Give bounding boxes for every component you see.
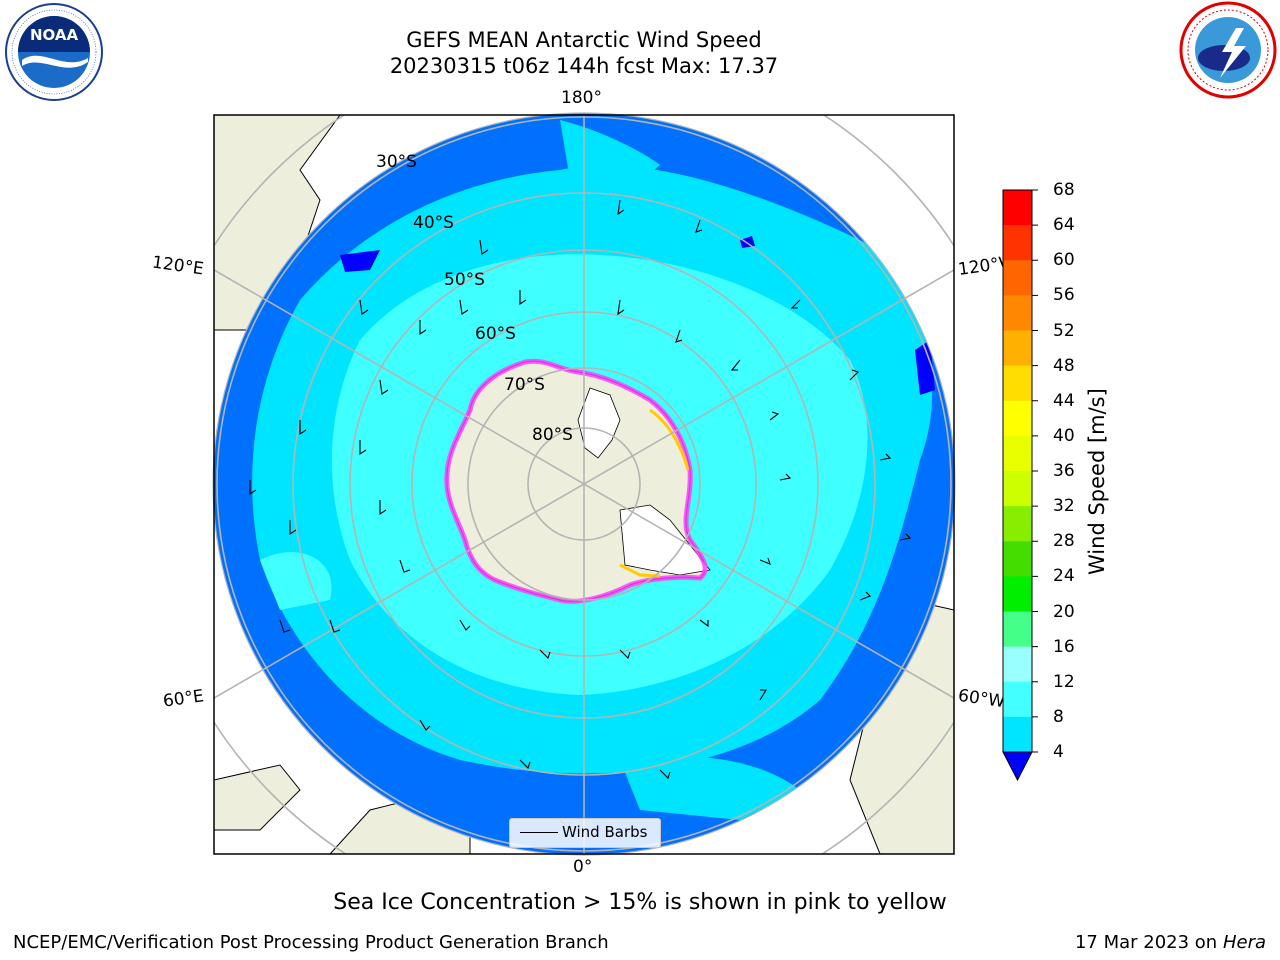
colorbar-tick-label: 60 bbox=[1053, 250, 1075, 271]
footer-date-text: 17 Mar 2023 on bbox=[1074, 932, 1218, 953]
colorbar-tick-label: 40 bbox=[1053, 425, 1075, 446]
colorbar-tick-label: 56 bbox=[1053, 285, 1075, 306]
colorbar-tick-label: 48 bbox=[1053, 355, 1075, 376]
colorbar-tick-label: 12 bbox=[1053, 671, 1075, 692]
map-legend: Wind Barbs bbox=[509, 818, 661, 848]
colorbar-tick-label: 4 bbox=[1053, 742, 1064, 762]
footer-date: 17 Mar 2023 on Hera bbox=[1075, 932, 1266, 953]
wind-barb-legend-line bbox=[520, 832, 558, 833]
lon-label-0: 0° bbox=[573, 857, 593, 877]
wind-barb-legend-label: Wind Barbs bbox=[562, 823, 648, 841]
lat-label-50s: 50°S bbox=[444, 270, 485, 290]
chart-title: GEFS MEAN Antarctic Wind Speed bbox=[406, 28, 762, 52]
colorbar-tick-label: 68 bbox=[1053, 180, 1075, 200]
wind-barbs bbox=[249, 199, 912, 830]
colorbar-tick-label: 8 bbox=[1053, 706, 1064, 727]
footer-machine: Hera bbox=[1222, 932, 1266, 953]
colorbar-tick-label: 16 bbox=[1053, 636, 1075, 657]
colorbar-label: Wind Speed [m/s] bbox=[1085, 388, 1109, 575]
colorbar-tick-label: 20 bbox=[1053, 601, 1075, 622]
colorbar-tick-label: 64 bbox=[1053, 215, 1075, 236]
lat-label-70s: 70°S bbox=[504, 375, 545, 395]
sea-ice-edge bbox=[444, 358, 708, 604]
lat-label-60s: 60°S bbox=[475, 324, 516, 344]
footer-branch: NCEP/EMC/Verification Post Processing Pr… bbox=[13, 932, 609, 953]
lat-label-30s: 30°S bbox=[376, 152, 417, 172]
colorbar-tick-label: 36 bbox=[1053, 461, 1075, 481]
colorbar-tick-label: 24 bbox=[1053, 566, 1075, 587]
colorbar-tick-label: 28 bbox=[1053, 531, 1075, 552]
chart-subtitle: 20230315 t06z 144h fcst Max: 17.37 bbox=[389, 54, 779, 78]
antarctica bbox=[444, 358, 711, 604]
colorbar-tick-label: 32 bbox=[1053, 496, 1075, 517]
colorbar-tick-label: 52 bbox=[1053, 320, 1075, 341]
graticule bbox=[214, 115, 954, 854]
lat-label-80s: 80°S bbox=[532, 425, 573, 445]
sea-ice-caption: Sea Ice Concentration > 15% is shown in … bbox=[333, 890, 947, 915]
lat-label-40s: 40°S bbox=[413, 213, 454, 233]
noaa-logo: NOAA bbox=[5, 3, 103, 101]
nws-logo bbox=[1179, 1, 1277, 99]
colorbar-tick-label: 44 bbox=[1053, 390, 1075, 411]
noaa-logo-text: NOAA bbox=[30, 26, 79, 44]
lon-label-180: 180° bbox=[561, 88, 602, 108]
